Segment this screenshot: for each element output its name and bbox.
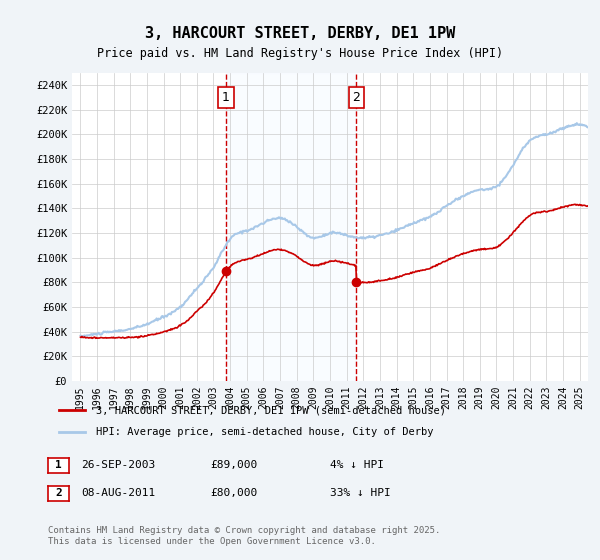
Text: HPI: Average price, semi-detached house, City of Derby: HPI: Average price, semi-detached house,… bbox=[95, 427, 433, 437]
Text: 3, HARCOURT STREET, DERBY, DE1 1PW: 3, HARCOURT STREET, DERBY, DE1 1PW bbox=[145, 26, 455, 41]
Text: 2: 2 bbox=[352, 91, 360, 104]
Text: 3, HARCOURT STREET, DERBY, DE1 1PW (semi-detached house): 3, HARCOURT STREET, DERBY, DE1 1PW (semi… bbox=[95, 405, 446, 416]
Text: 08-AUG-2011: 08-AUG-2011 bbox=[81, 488, 155, 498]
Text: £89,000: £89,000 bbox=[210, 460, 257, 470]
Text: 4% ↓ HPI: 4% ↓ HPI bbox=[330, 460, 384, 470]
Text: 33% ↓ HPI: 33% ↓ HPI bbox=[330, 488, 391, 498]
Text: 1: 1 bbox=[55, 460, 62, 470]
Text: 1: 1 bbox=[222, 91, 230, 104]
Text: £80,000: £80,000 bbox=[210, 488, 257, 498]
Text: 26-SEP-2003: 26-SEP-2003 bbox=[81, 460, 155, 470]
Text: Contains HM Land Registry data © Crown copyright and database right 2025.
This d: Contains HM Land Registry data © Crown c… bbox=[48, 526, 440, 546]
Text: Price paid vs. HM Land Registry's House Price Index (HPI): Price paid vs. HM Land Registry's House … bbox=[97, 46, 503, 60]
Bar bbox=[226, 73, 356, 381]
Text: 2: 2 bbox=[55, 488, 62, 498]
